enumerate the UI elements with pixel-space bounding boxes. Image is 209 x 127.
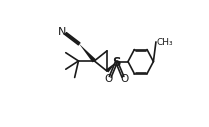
Polygon shape <box>79 44 96 62</box>
Text: S: S <box>112 56 121 69</box>
Polygon shape <box>106 62 117 73</box>
Text: N: N <box>58 27 66 37</box>
Text: O: O <box>104 74 112 84</box>
Text: O: O <box>121 74 129 84</box>
Text: CH₃: CH₃ <box>157 38 173 47</box>
